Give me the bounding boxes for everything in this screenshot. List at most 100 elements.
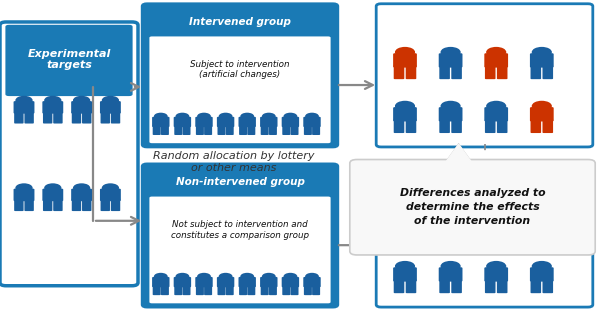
FancyBboxPatch shape: [439, 213, 463, 228]
Circle shape: [154, 113, 168, 120]
FancyBboxPatch shape: [484, 107, 508, 122]
FancyBboxPatch shape: [542, 225, 553, 239]
Circle shape: [395, 101, 415, 111]
FancyBboxPatch shape: [174, 285, 182, 295]
FancyBboxPatch shape: [43, 198, 52, 211]
Circle shape: [532, 207, 552, 218]
FancyBboxPatch shape: [239, 125, 247, 135]
FancyBboxPatch shape: [14, 111, 23, 123]
FancyBboxPatch shape: [406, 225, 416, 239]
Text: Experimental
targets: Experimental targets: [28, 49, 110, 70]
Text: Not subject to intervention and
constitutes a comparison group: Not subject to intervention and constitu…: [171, 220, 309, 240]
FancyBboxPatch shape: [439, 65, 450, 79]
FancyBboxPatch shape: [303, 117, 321, 127]
FancyBboxPatch shape: [530, 107, 554, 122]
FancyBboxPatch shape: [43, 111, 52, 123]
FancyBboxPatch shape: [282, 285, 290, 295]
FancyBboxPatch shape: [152, 125, 161, 135]
FancyBboxPatch shape: [530, 225, 541, 239]
FancyBboxPatch shape: [393, 107, 417, 122]
Circle shape: [532, 261, 552, 271]
FancyBboxPatch shape: [304, 125, 312, 135]
FancyBboxPatch shape: [25, 198, 34, 211]
FancyBboxPatch shape: [312, 285, 320, 295]
FancyBboxPatch shape: [53, 198, 62, 211]
Circle shape: [305, 273, 319, 280]
FancyBboxPatch shape: [290, 125, 299, 135]
FancyBboxPatch shape: [484, 267, 508, 282]
FancyBboxPatch shape: [497, 279, 508, 293]
FancyBboxPatch shape: [0, 22, 138, 286]
FancyBboxPatch shape: [281, 277, 299, 287]
FancyBboxPatch shape: [101, 198, 110, 211]
FancyBboxPatch shape: [82, 111, 91, 123]
Circle shape: [283, 113, 298, 120]
FancyBboxPatch shape: [393, 213, 417, 228]
FancyBboxPatch shape: [542, 65, 553, 79]
FancyBboxPatch shape: [497, 225, 508, 239]
FancyBboxPatch shape: [269, 285, 277, 295]
FancyBboxPatch shape: [152, 285, 161, 295]
Circle shape: [440, 207, 461, 218]
Circle shape: [305, 113, 319, 120]
FancyBboxPatch shape: [247, 125, 256, 135]
FancyBboxPatch shape: [217, 277, 235, 287]
Circle shape: [218, 273, 233, 280]
FancyBboxPatch shape: [226, 285, 234, 295]
FancyBboxPatch shape: [43, 101, 63, 114]
FancyBboxPatch shape: [152, 117, 170, 127]
FancyBboxPatch shape: [82, 198, 91, 211]
FancyBboxPatch shape: [226, 125, 234, 135]
FancyBboxPatch shape: [530, 53, 554, 68]
FancyBboxPatch shape: [142, 4, 338, 147]
FancyBboxPatch shape: [53, 111, 62, 123]
Circle shape: [16, 96, 32, 105]
Circle shape: [16, 183, 32, 192]
FancyBboxPatch shape: [485, 279, 496, 293]
Circle shape: [395, 207, 415, 218]
FancyBboxPatch shape: [111, 111, 120, 123]
Circle shape: [44, 183, 61, 192]
FancyBboxPatch shape: [152, 277, 170, 287]
FancyBboxPatch shape: [71, 101, 92, 114]
Circle shape: [197, 273, 211, 280]
FancyBboxPatch shape: [101, 111, 110, 123]
Circle shape: [283, 273, 298, 280]
Text: Subject to intervention
(artificial changes): Subject to intervention (artificial chan…: [190, 60, 290, 79]
FancyBboxPatch shape: [406, 65, 416, 79]
FancyBboxPatch shape: [484, 53, 508, 68]
FancyBboxPatch shape: [161, 125, 169, 135]
FancyBboxPatch shape: [530, 119, 541, 133]
FancyBboxPatch shape: [149, 36, 331, 143]
FancyBboxPatch shape: [204, 125, 212, 135]
Circle shape: [440, 47, 461, 57]
FancyBboxPatch shape: [394, 65, 404, 79]
FancyBboxPatch shape: [393, 267, 417, 282]
Circle shape: [175, 113, 190, 120]
FancyBboxPatch shape: [303, 277, 321, 287]
Circle shape: [154, 273, 168, 280]
FancyBboxPatch shape: [485, 119, 496, 133]
FancyBboxPatch shape: [238, 117, 256, 127]
FancyBboxPatch shape: [204, 285, 212, 295]
FancyBboxPatch shape: [43, 189, 63, 201]
FancyBboxPatch shape: [161, 285, 169, 295]
FancyBboxPatch shape: [72, 111, 81, 123]
FancyBboxPatch shape: [260, 117, 278, 127]
Text: Intervened group: Intervened group: [189, 17, 291, 27]
FancyBboxPatch shape: [439, 119, 450, 133]
FancyBboxPatch shape: [439, 279, 450, 293]
Circle shape: [218, 113, 233, 120]
Circle shape: [73, 96, 90, 105]
Circle shape: [102, 96, 119, 105]
FancyBboxPatch shape: [406, 119, 416, 133]
FancyBboxPatch shape: [451, 279, 462, 293]
FancyBboxPatch shape: [217, 117, 235, 127]
FancyBboxPatch shape: [149, 197, 331, 303]
FancyBboxPatch shape: [195, 117, 213, 127]
FancyBboxPatch shape: [111, 198, 120, 211]
FancyBboxPatch shape: [312, 125, 320, 135]
FancyBboxPatch shape: [439, 225, 450, 239]
FancyBboxPatch shape: [260, 125, 269, 135]
FancyBboxPatch shape: [485, 225, 496, 239]
